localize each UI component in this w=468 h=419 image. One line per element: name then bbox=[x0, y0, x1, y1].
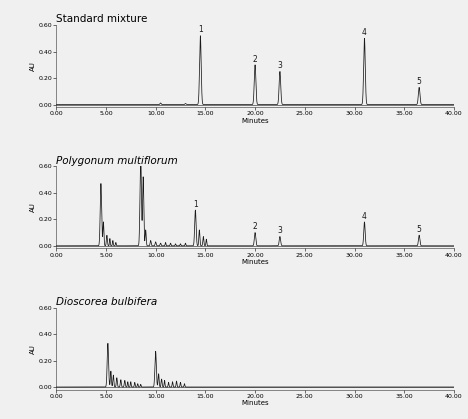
Text: 5: 5 bbox=[417, 77, 422, 86]
Text: 1: 1 bbox=[198, 26, 203, 34]
X-axis label: Minutes: Minutes bbox=[241, 400, 269, 406]
Text: Standard mixture: Standard mixture bbox=[56, 14, 147, 24]
Text: 4: 4 bbox=[362, 28, 367, 37]
Text: Polygonum multiflorum: Polygonum multiflorum bbox=[56, 155, 178, 166]
Text: 4: 4 bbox=[362, 212, 367, 221]
Y-axis label: AU: AU bbox=[29, 344, 36, 354]
Y-axis label: AU: AU bbox=[29, 61, 36, 71]
Text: 3: 3 bbox=[278, 61, 282, 70]
X-axis label: Minutes: Minutes bbox=[241, 118, 269, 124]
Text: 3: 3 bbox=[278, 226, 282, 235]
Text: 2: 2 bbox=[253, 222, 257, 231]
Y-axis label: AU: AU bbox=[29, 202, 36, 212]
Text: 5: 5 bbox=[417, 225, 422, 234]
Text: 2: 2 bbox=[253, 54, 257, 64]
Text: 1: 1 bbox=[193, 200, 198, 209]
X-axis label: Minutes: Minutes bbox=[241, 259, 269, 265]
Text: Dioscorea bulbifera: Dioscorea bulbifera bbox=[56, 297, 157, 307]
